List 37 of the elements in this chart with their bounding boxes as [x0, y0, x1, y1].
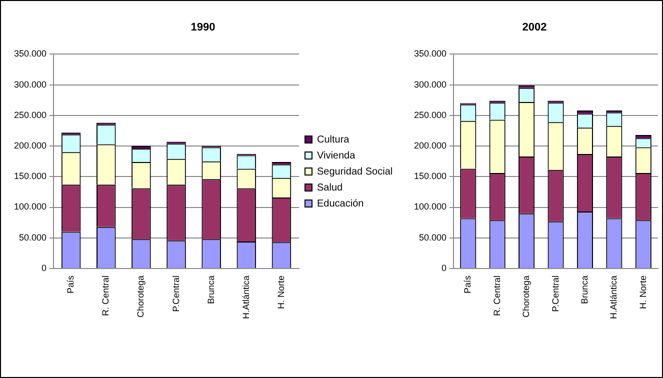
y-tick-label: 200.000: [14, 140, 47, 151]
legend-label: Seguridad Social: [317, 166, 393, 178]
y-tick-label: 150.000: [414, 171, 447, 182]
y-tick-label: 200.000: [414, 140, 447, 151]
legend-label: Cultura: [317, 134, 350, 146]
y-tick-label: 0: [42, 262, 47, 273]
chart-title: 2002: [522, 22, 547, 34]
y-tick-label: 100.000: [414, 202, 447, 212]
y-tick-label: 50.000: [419, 232, 447, 242]
y-tick-label: 250.000: [414, 110, 447, 120]
y-tick-label: 250.000: [14, 110, 47, 120]
y-tick-label: 50.000: [19, 232, 47, 242]
y-tick-label: 150.000: [14, 171, 47, 182]
legend-label: Salud: [317, 182, 343, 194]
x-tick-label: Chorotega: [521, 275, 532, 318]
x-tick-label: Brunca: [206, 275, 216, 304]
x-tick-label: H.Atlántica: [240, 275, 251, 320]
x-tick-label: H. Norte: [638, 275, 648, 309]
x-tick-label: R. Central: [100, 275, 111, 316]
y-tick-label: 350.000: [414, 48, 447, 59]
y-tick-label: 300.000: [414, 79, 447, 90]
y-tick-label: 0: [442, 262, 447, 273]
x-tick-label: Chorotega: [136, 275, 146, 318]
x-tick-label: P.Central: [550, 275, 560, 312]
y-tick-label: 100.000: [14, 202, 47, 212]
x-tick-label: País: [66, 274, 76, 294]
legend-label: Educación: [317, 198, 364, 210]
x-tick-label: Brunca: [579, 275, 590, 304]
legend-label: Vivienda: [317, 150, 356, 162]
y-tick-label: 300.000: [14, 79, 47, 90]
x-tick-label: P.Central: [170, 275, 181, 312]
x-tick-label: H. Norte: [276, 275, 286, 309]
x-tick-label: País: [462, 274, 473, 294]
chart-title: 1990: [190, 22, 216, 34]
y-tick-label: 350.000: [14, 48, 47, 59]
x-tick-label: R. Central: [492, 275, 502, 316]
x-tick-label: H.Atlántica: [608, 275, 619, 320]
